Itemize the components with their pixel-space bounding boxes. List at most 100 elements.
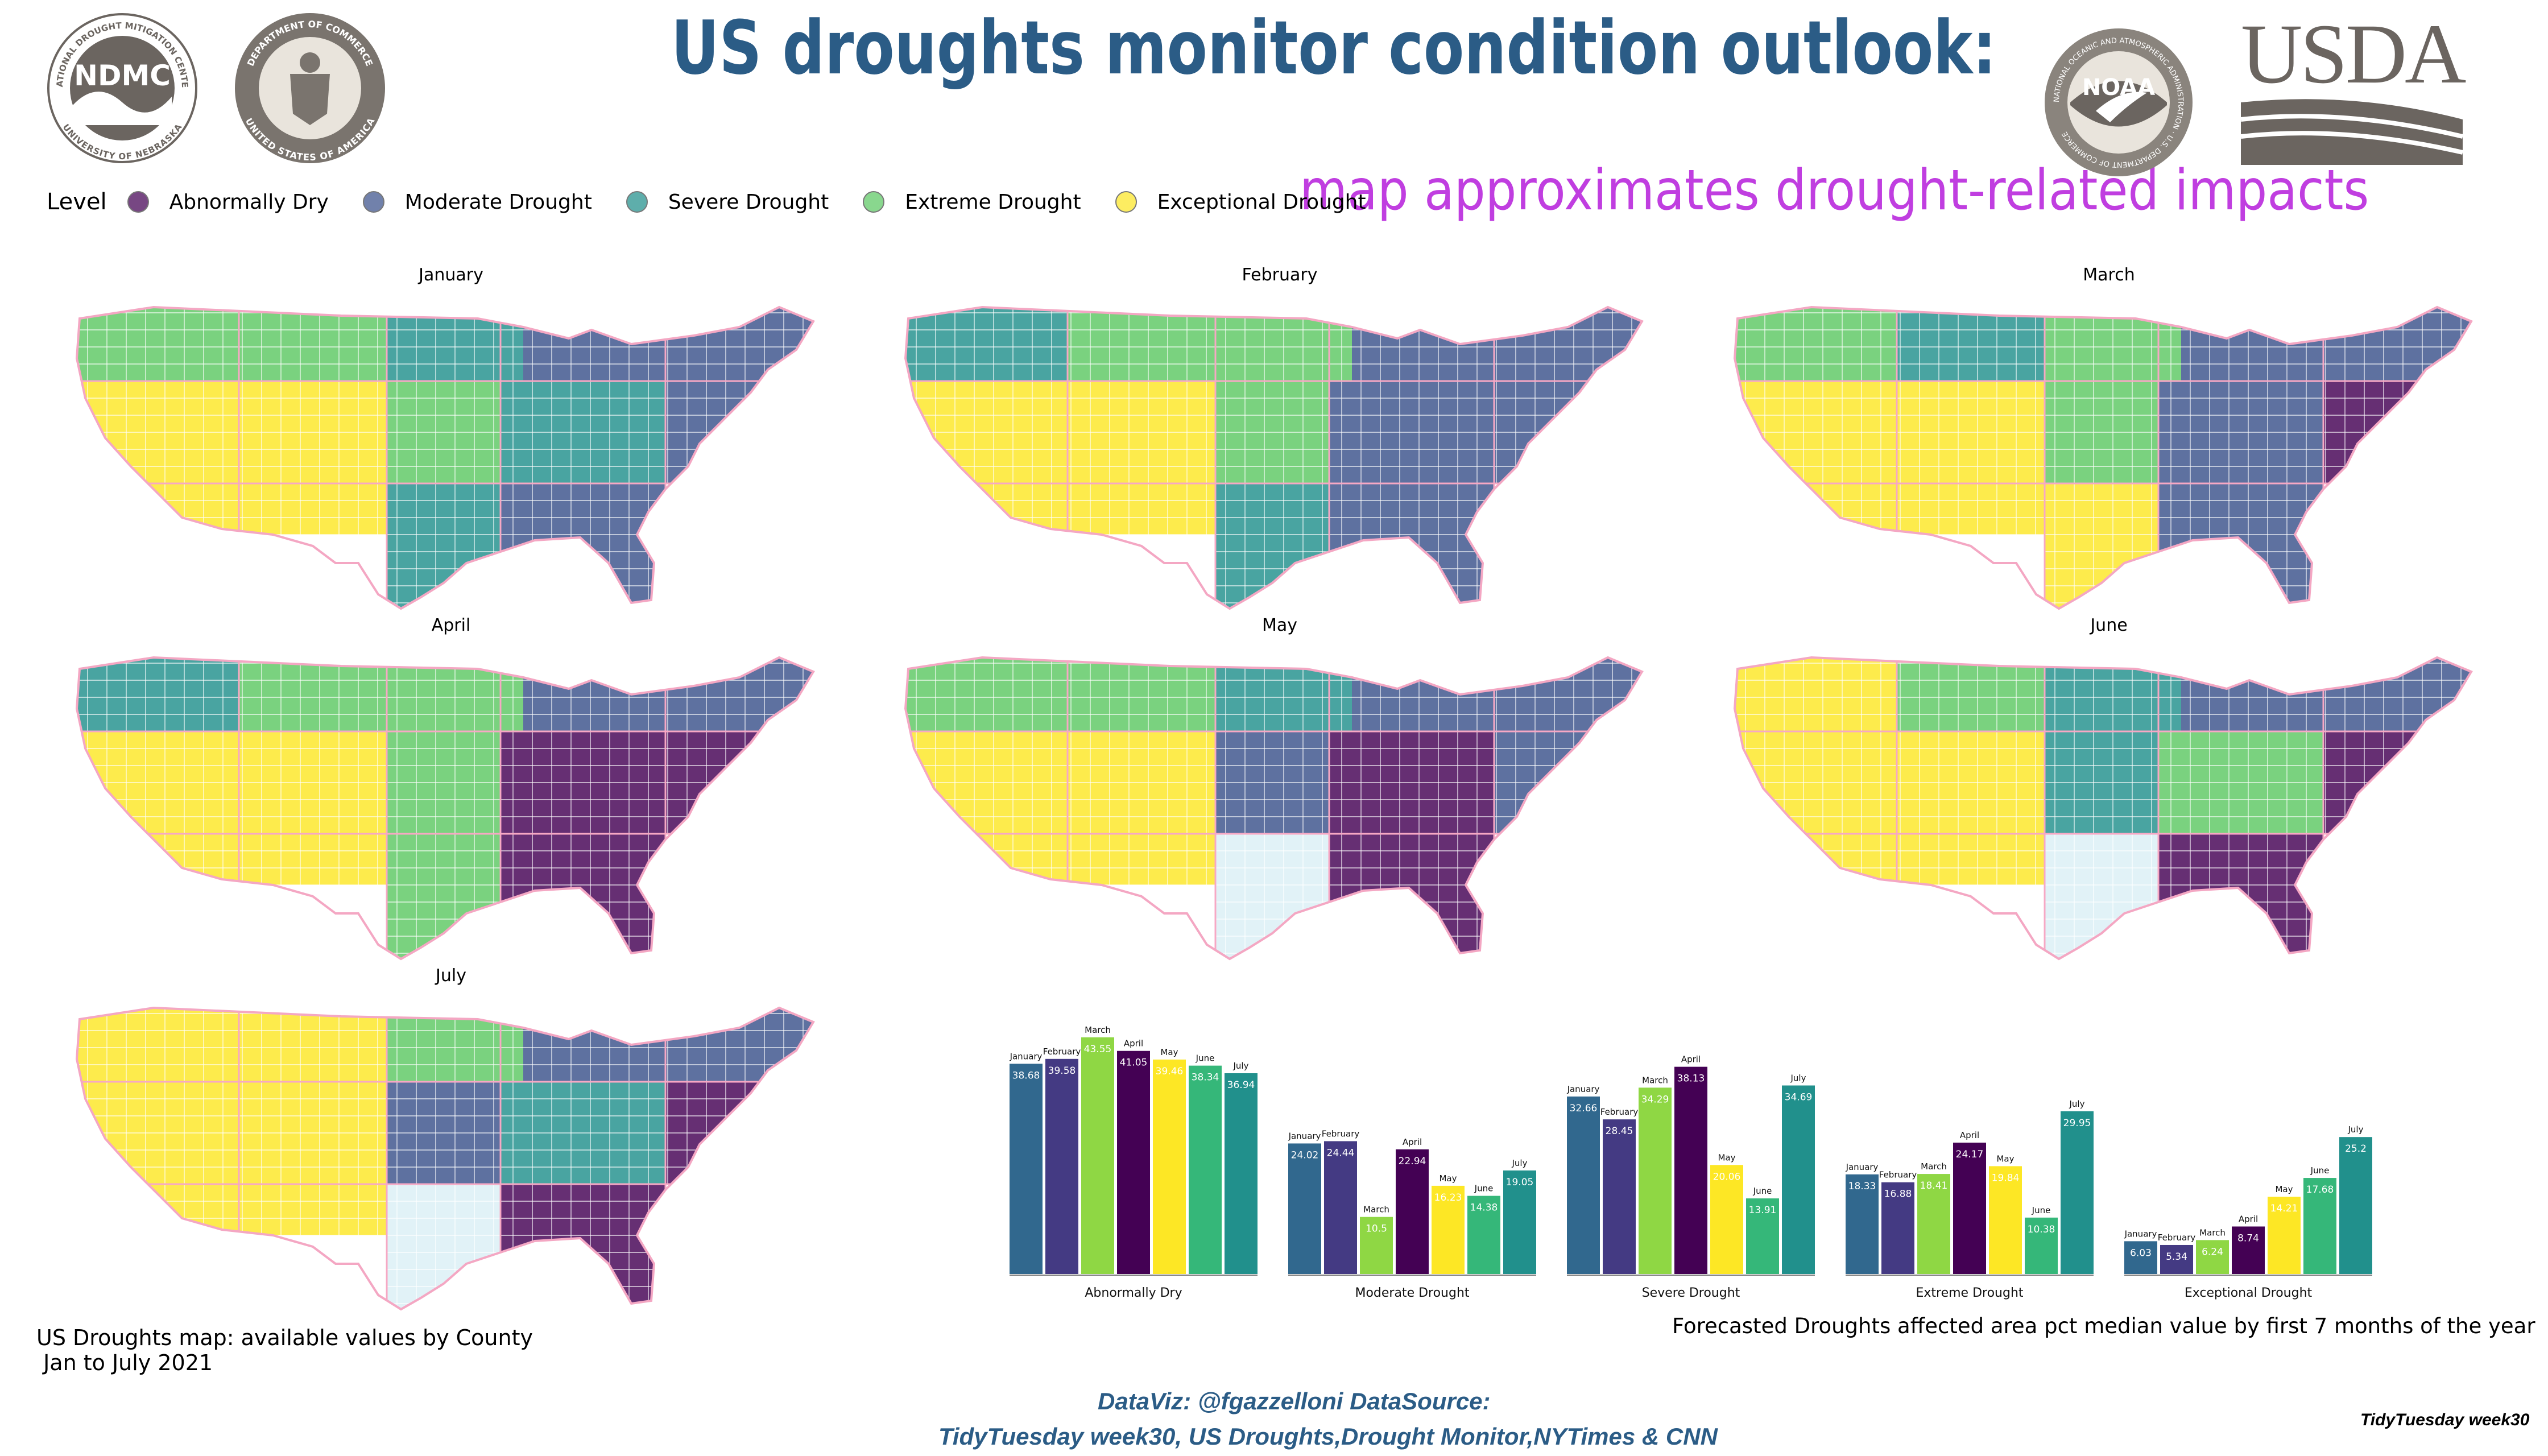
bar [1503, 1170, 1536, 1274]
map-zone [1068, 307, 1215, 381]
bar [1081, 1037, 1114, 1274]
noaa-logo-text: NOAA [2082, 75, 2155, 101]
bar [1639, 1087, 1672, 1274]
bar [1846, 1174, 1879, 1274]
bar-month-label: March [2199, 1227, 2226, 1238]
bar-month-label: February [1879, 1170, 1917, 1180]
map-zone [1215, 483, 1329, 609]
us-map-march [1733, 305, 2473, 610]
map-title-april: April [431, 615, 471, 635]
bar [1953, 1143, 1986, 1274]
bar-value-label: 38.34 [1192, 1072, 1219, 1083]
us-map-july [75, 1006, 815, 1311]
map-zones [77, 307, 813, 609]
bar [2061, 1111, 2094, 1274]
map-zone [500, 483, 665, 609]
bar [1189, 1065, 1222, 1274]
bar-month-label: January [1288, 1131, 1321, 1141]
map-zones [77, 657, 813, 959]
category-label: Abnormally Dry [1085, 1286, 1182, 1300]
ndmc-logo-text: NDMC [74, 59, 171, 92]
map-zone [1056, 731, 1215, 885]
map-zone [239, 307, 387, 381]
map-zone [1735, 657, 1897, 731]
bar [1710, 1165, 1743, 1274]
map-title-june: June [2090, 615, 2128, 635]
bar-month-label: April [1681, 1054, 1701, 1065]
us-map-april [75, 656, 815, 961]
legend-swatch [863, 191, 885, 213]
bar-month-label: July [1512, 1158, 1528, 1168]
legend-label: Extreme Drought [905, 190, 1081, 214]
map-zone [1215, 834, 1329, 959]
category-label: Moderate Drought [1355, 1286, 1469, 1300]
map-zone [1056, 381, 1215, 535]
bar-value-label: 34.29 [1641, 1094, 1669, 1105]
bar-month-label: April [2239, 1214, 2258, 1224]
bar-value-label: 19.05 [1506, 1177, 1534, 1188]
map-zones [905, 307, 1642, 609]
map-zone [1735, 307, 1897, 381]
bar-value-label: 34.69 [1785, 1092, 1813, 1103]
map-title-february: February [1242, 265, 1318, 285]
map-zone [1897, 657, 2045, 731]
bar-value-label: 25.2 [2345, 1143, 2367, 1155]
ndmc-logo: NDMC NATIONAL DROUGHT MITIGATION CENTER … [46, 11, 197, 163]
bar-month-label: July [1233, 1061, 1249, 1071]
bar-month-label: May [1439, 1173, 1457, 1184]
map-caption: US Droughts map: available values by Cou… [36, 1325, 533, 1375]
map-zone [2158, 834, 2323, 959]
us-map-january [75, 305, 815, 610]
bar [2025, 1217, 2058, 1274]
map-zone [500, 1184, 665, 1309]
map-title-may: May [1261, 615, 1298, 635]
bar [1117, 1050, 1150, 1274]
us-map-june [1733, 656, 2473, 961]
legend-item-moderate-drought: Moderate Drought [362, 191, 592, 214]
bar-value-label: 39.46 [1156, 1066, 1184, 1077]
map-title-march: March [2083, 265, 2135, 285]
us-outline [1733, 305, 2473, 610]
map-zone [2045, 834, 2158, 959]
bar-month-label: May [1718, 1152, 1735, 1163]
bar-month-label: March [1085, 1025, 1111, 1035]
bar-month-label: April [1960, 1130, 1979, 1140]
bar [1782, 1085, 1815, 1274]
bar-month-label: January [1846, 1162, 1879, 1172]
bar-value-label: 10.38 [2028, 1224, 2055, 1235]
bar-value-label: 38.68 [1012, 1070, 1040, 1081]
us-outline [904, 305, 1644, 610]
map-zone [228, 731, 387, 885]
bar-value-label: 32.66 [1570, 1103, 1598, 1114]
category-label: Severe Drought [1642, 1286, 1740, 1300]
bar-value-label: 28.45 [1606, 1126, 1633, 1137]
map-zone [500, 834, 665, 959]
map-zone [905, 657, 1068, 731]
map-zone [228, 1082, 387, 1235]
bar-month-label: July [2348, 1124, 2364, 1135]
bar-month-label: March [1363, 1205, 1389, 1215]
map-zone [387, 483, 500, 609]
bar-value-label: 6.24 [2202, 1246, 2223, 1258]
us-outline [75, 1006, 815, 1311]
legend-swatch [127, 191, 149, 213]
bar [1674, 1066, 1707, 1274]
bar-value-label: 14.21 [2270, 1203, 2298, 1214]
bar-value-label: 39.58 [1048, 1065, 1076, 1077]
bar-month-label: March [1921, 1161, 1947, 1172]
bar-value-label: 14.38 [1470, 1202, 1498, 1214]
bar-value-label: 41.05 [1120, 1057, 1148, 1069]
category-label: Extreme Drought [1916, 1286, 2023, 1300]
legend-swatch [626, 191, 648, 213]
bar-month-label: April [1124, 1039, 1143, 1049]
bar-chart: January 38.68 February 39.58 March 43.55 April… [1010, 1025, 2372, 1300]
noaa-logo: NOAA NATIONAL OCEANIC AND ATMOSPHERIC AD… [2045, 28, 2193, 176]
bar-value-label: 18.33 [1848, 1181, 1876, 1192]
page-subtitle: map approximates drought-related impacts [1300, 158, 2369, 223]
bar [1324, 1141, 1357, 1274]
bar-month-label: June [1753, 1186, 1772, 1196]
bar-value-label: 18.41 [1920, 1180, 1948, 1192]
map-zone [1329, 834, 1494, 959]
bar [1917, 1174, 1950, 1274]
bar-month-label: January [1567, 1084, 1600, 1094]
